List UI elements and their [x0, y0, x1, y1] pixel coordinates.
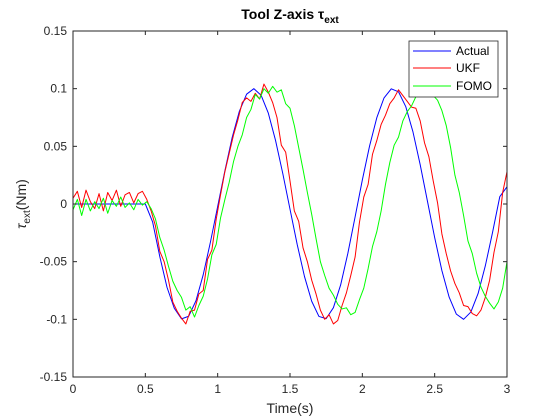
y-axis-label-unit: (Nm)	[13, 179, 29, 210]
chart-title-subscript: ext	[324, 15, 339, 26]
x-tick-label: 1.5	[282, 382, 299, 396]
y-tick-label: -0.1	[46, 312, 67, 326]
x-axis-label: Time(s)	[267, 400, 314, 416]
x-tick-label: 0	[70, 382, 77, 396]
x-tick-label: 1	[214, 382, 221, 396]
chart-title-main: Tool Z-axis τ	[241, 6, 325, 22]
ticks-layer: 0 0.5 1 1.5 2 2.5 3 -0.15 -0.1 -0.05 0 0.05 0.1 0.15	[40, 24, 511, 396]
y-tick-label: -0.15	[40, 370, 68, 384]
y-tick-label: -0.05	[40, 255, 68, 269]
x-tick-label: 2.5	[426, 382, 443, 396]
chart-title: Tool Z-axis τext	[241, 6, 339, 26]
x-tick-label: 0.5	[137, 382, 154, 396]
legend-label-fomo: FOMO	[456, 79, 492, 93]
legend: Actual UKF FOMO	[408, 40, 499, 98]
x-tick-label: 3	[504, 382, 511, 396]
axes-box	[72, 30, 508, 378]
legend-box	[408, 40, 499, 98]
y-axis-label-subscript: ext	[22, 210, 33, 224]
y-tick-label: 0	[60, 197, 67, 211]
x-tick-label: 2	[359, 382, 366, 396]
legend-label-ukf: UKF	[456, 61, 480, 75]
y-axis-label: τext(Nm)	[13, 179, 33, 229]
legend-label-actual: Actual	[456, 44, 489, 58]
series-line-actual	[73, 88, 508, 320]
y-tick-label: 0.05	[44, 139, 68, 153]
y-tick-label: 0.15	[44, 24, 68, 38]
y-axis-label-symbol: τ	[13, 223, 29, 229]
y-tick-label: 0.1	[50, 82, 67, 96]
series-line-ukf	[72, 83, 508, 325]
